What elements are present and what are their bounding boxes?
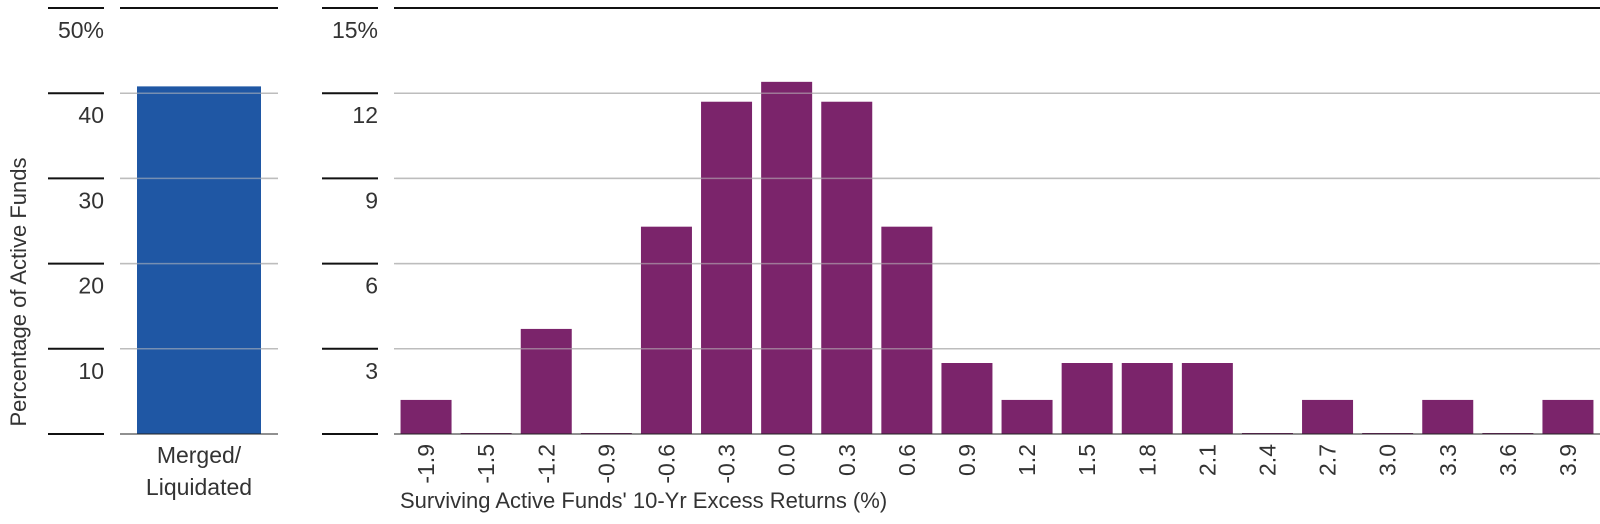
y-axis-title: Percentage of Active Funds [6,157,31,426]
bar [520,328,572,434]
x-tick-label: 0.3 [834,444,860,476]
bar [1302,399,1354,434]
x-tick-label: 3.6 [1495,444,1521,476]
x-tick-label: 0.6 [894,444,920,476]
bar [1422,399,1474,434]
y-tick-label: 30 [78,187,104,213]
x-axis-title: Surviving Active Funds' 10-Yr Excess Ret… [400,488,887,513]
y-tick-label: 12 [352,102,378,128]
x-tick-label: 1.5 [1074,444,1100,476]
y-tick-label: 20 [78,273,104,299]
x-tick-label: 0.0 [774,444,800,476]
x-tick-label: 0.9 [954,444,980,476]
x-tick-label: 3.3 [1435,444,1461,476]
x-tick-label: -1.5 [473,444,499,484]
bar [701,101,753,434]
bar [1181,363,1233,434]
x-tick-label: -0.6 [653,444,679,484]
y-tick-label: 50% [58,17,104,43]
y-tick-label: 3 [365,358,378,384]
x-tick-label: 2.1 [1194,444,1220,476]
excess-returns-histogram: 15% 12 9 6 3 -1.9 -1.5 -1.2 -0.9 -0.6 -0.3 0.0 0.3 0.… [322,7,1600,484]
x-tick-label: -0.3 [714,444,740,484]
bar [400,399,452,434]
bar [1542,399,1594,434]
x-tick-label: 1.2 [1014,444,1040,476]
merged-liquidated-panel: 50% 40 30 20 10 Merged/Liquidated [48,7,278,500]
bar [1121,363,1173,434]
x-tick-label: -0.9 [593,444,619,484]
bar [761,81,813,434]
x-tick-label: 3.0 [1375,444,1401,476]
bar [640,226,692,434]
y-tick-label: 10 [78,358,104,384]
x-tick-label: -1.9 [413,444,439,484]
bar [137,86,261,434]
x-tick-label: 2.4 [1254,444,1280,476]
x-tick-label: 1.8 [1134,444,1160,476]
y-tick-label: 9 [365,187,378,213]
bar [881,226,933,434]
bar [1061,363,1113,434]
y-tick-label: 6 [365,273,378,299]
y-tick-label: 40 [78,102,104,128]
x-tick-label-line: Liquidated [146,474,252,500]
bar [941,363,993,434]
x-tick-label-line: Merged/ [157,442,242,468]
x-tick-label: -1.2 [533,444,559,484]
x-tick-label: 3.9 [1555,444,1581,476]
bar [821,101,873,434]
x-tick-label: 2.7 [1315,444,1341,476]
bar [1001,399,1053,434]
y-tick-label: 15% [332,17,378,43]
